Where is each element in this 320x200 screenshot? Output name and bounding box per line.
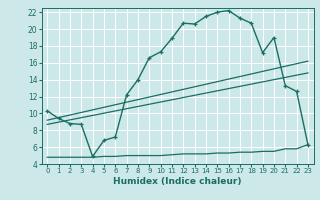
X-axis label: Humidex (Indice chaleur): Humidex (Indice chaleur) xyxy=(113,177,242,186)
